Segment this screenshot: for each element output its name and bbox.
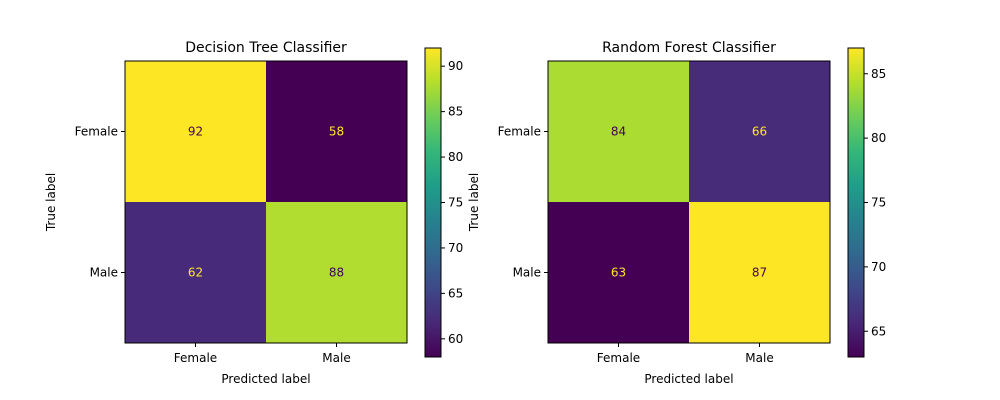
cell-value-label: 84 [611, 125, 626, 139]
y-tick-label: Male [513, 266, 541, 280]
colorbar: 65 70 75 80 85 [847, 47, 886, 358]
matrix-cell [548, 202, 689, 343]
colorbar-gradient [847, 47, 865, 358]
x-tick-label: Male [322, 351, 350, 365]
colorbar-tick-label: 65 [448, 286, 463, 300]
chart-title: Decision Tree Classifier [185, 40, 347, 56]
matrix-cell [689, 202, 830, 343]
matrix-cell [266, 202, 407, 343]
matrix-cell [125, 202, 266, 343]
y-tick-label: Female [498, 125, 541, 139]
cell-value-label: 63 [611, 266, 626, 280]
y-tick-label: Male [90, 266, 118, 280]
y-tick-label: Female [75, 125, 118, 139]
cell-value-label: 62 [188, 266, 203, 280]
colorbar-tick-label: 80 [448, 150, 463, 164]
matrix-cell [266, 61, 407, 202]
matrix-cell [689, 61, 830, 202]
y-axis-label: True label [467, 173, 481, 232]
cell-value-label: 66 [752, 125, 767, 139]
cell-value-label: 87 [752, 266, 767, 280]
chart-title: Random Forest Classifier [602, 40, 776, 56]
colorbar-tick-label: 70 [871, 260, 886, 274]
x-axis-label: Predicted label [221, 372, 310, 386]
cell-value-label: 58 [329, 125, 344, 139]
colorbar-tick-label: 75 [448, 196, 463, 210]
cell-value-label: 92 [188, 125, 203, 139]
x-axis-label: Predicted label [644, 372, 733, 386]
y-axis-label: True label [44, 173, 58, 232]
colorbar-tick-label: 60 [448, 332, 463, 346]
colorbar-tick-label: 80 [871, 131, 886, 145]
x-tick-label: Female [174, 351, 217, 365]
random-forest-confusion-matrix: Random Forest Classifier 84 66 63 87 Female… [467, 40, 886, 386]
colorbar-tick-label: 65 [871, 324, 886, 338]
x-tick-label: Female [597, 351, 640, 365]
colorbar-tick-label: 90 [448, 59, 463, 73]
matrix-frame [124, 60, 408, 344]
matrix-cell [548, 61, 689, 202]
decision-tree-confusion-matrix: Decision Tree Classifier 92 58 62 88 Female… [44, 40, 463, 386]
colorbar-tick-label: 70 [448, 241, 463, 255]
colorbar-tick-label: 75 [871, 196, 886, 210]
colorbar: 60 65 70 75 80 85 90 [424, 47, 463, 358]
colorbar-gradient [424, 47, 442, 358]
colorbar-tick-label: 85 [871, 67, 886, 81]
colorbar-tick-label: 85 [448, 105, 463, 119]
matrix-frame [547, 60, 831, 344]
x-tick-label: Male [745, 351, 773, 365]
cell-value-label: 88 [329, 266, 344, 280]
matrix-cell [125, 61, 266, 202]
